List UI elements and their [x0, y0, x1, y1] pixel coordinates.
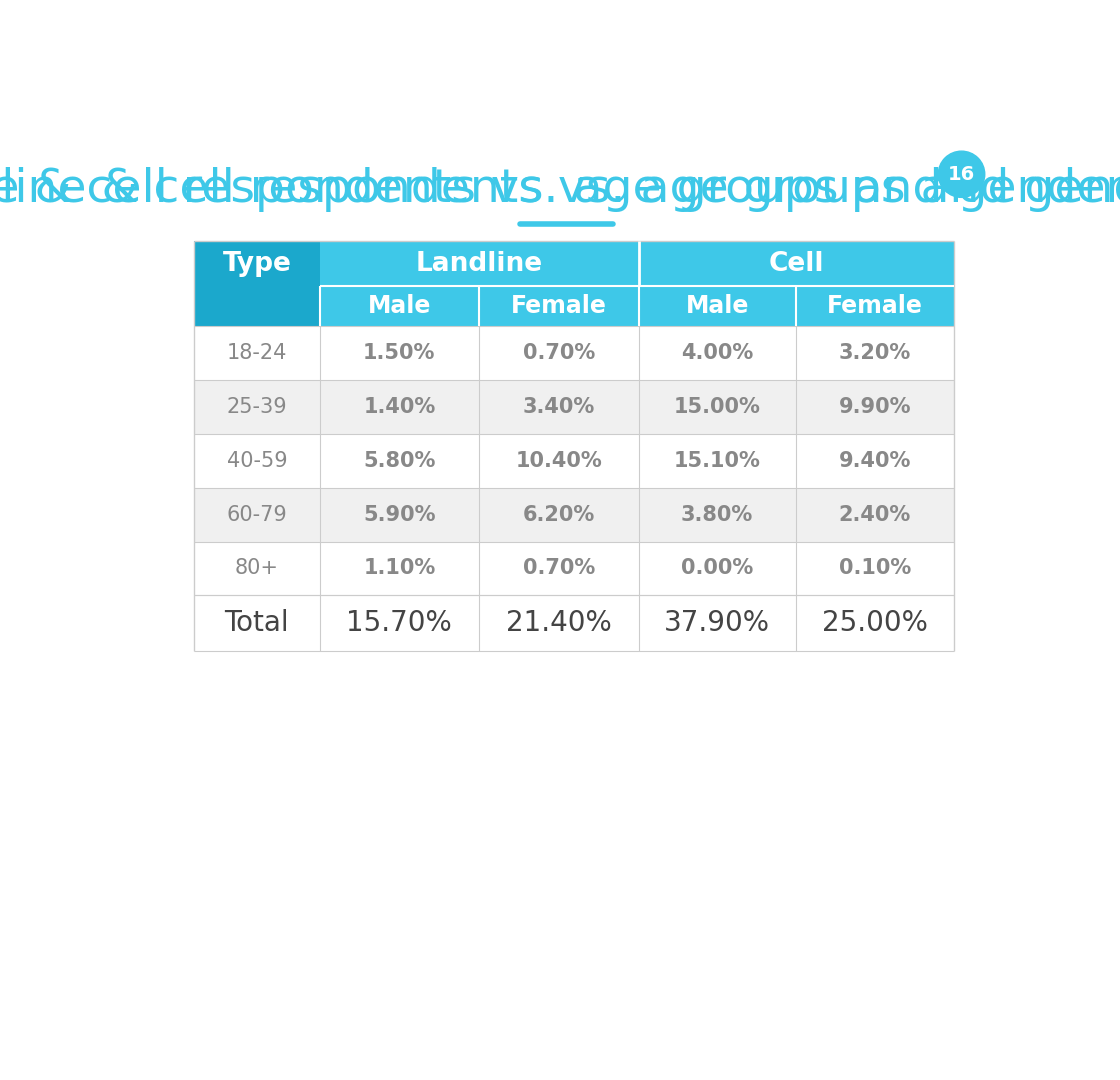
Bar [194, 541, 954, 595]
Text: 4.00%: 4.00% [681, 343, 754, 363]
Text: 40-59: 40-59 [226, 450, 287, 471]
Text: 15.70%: 15.70% [346, 609, 452, 637]
Bar [194, 595, 954, 651]
Bar [319, 286, 954, 326]
Text: 0.70%: 0.70% [523, 558, 595, 579]
Text: 3.80%: 3.80% [681, 504, 754, 525]
Text: 15.00%: 15.00% [674, 396, 760, 417]
Text: 60-79: 60-79 [226, 504, 288, 525]
Text: 37.90%: 37.90% [664, 609, 771, 637]
Text: 25-39: 25-39 [226, 396, 287, 417]
Text: Male: Male [367, 294, 431, 318]
Text: 5.90%: 5.90% [363, 504, 436, 525]
Text: 5.80%: 5.80% [363, 450, 436, 471]
Text: 0.70%: 0.70% [523, 343, 595, 363]
Text: 0.10%: 0.10% [839, 558, 911, 579]
Text: Landline: Landline [416, 251, 542, 276]
Text: 18-24: 18-24 [226, 343, 287, 363]
Text: Female: Female [511, 294, 607, 318]
Text: Cell: Cell [768, 251, 824, 276]
Text: Total: Total [225, 609, 289, 637]
Circle shape [939, 151, 984, 198]
Text: 16: 16 [948, 165, 976, 184]
Text: Male: Male [685, 294, 749, 318]
Bar [638, 241, 954, 286]
Bar [194, 380, 954, 434]
Text: 6.20%: 6.20% [523, 504, 595, 525]
Bar [194, 326, 954, 380]
Text: 9.40%: 9.40% [839, 450, 911, 471]
Text: 25.00%: 25.00% [822, 609, 927, 637]
Text: 1.40%: 1.40% [363, 396, 436, 417]
Text: 9.90%: 9.90% [839, 396, 911, 417]
Text: Type: Type [223, 251, 291, 276]
Text: 15.10%: 15.10% [674, 450, 760, 471]
Text: 2.40%: 2.40% [839, 504, 911, 525]
Bar [194, 241, 319, 286]
Bar [319, 241, 638, 286]
Text: 1.10%: 1.10% [363, 558, 436, 579]
Text: 21.40%: 21.40% [506, 609, 612, 637]
Text: 3.40%: 3.40% [523, 396, 595, 417]
Bar [194, 488, 954, 541]
Text: Female: Female [827, 294, 923, 318]
Text: 80+: 80+ [235, 558, 279, 579]
Text: 10.40%: 10.40% [515, 450, 603, 471]
Text: 1.50%: 1.50% [363, 343, 436, 363]
Bar [194, 434, 954, 488]
Text: 3.20%: 3.20% [839, 343, 911, 363]
Text: Landline & cell respondents vs. age groups and gender: Landline & cell respondents vs. age grou… [0, 167, 1120, 212]
Bar [194, 286, 319, 326]
Text: Landline & cell respondents vs. age groups and gender: Landline & cell respondents vs. age grou… [0, 167, 1120, 212]
Text: 0.00%: 0.00% [681, 558, 754, 579]
